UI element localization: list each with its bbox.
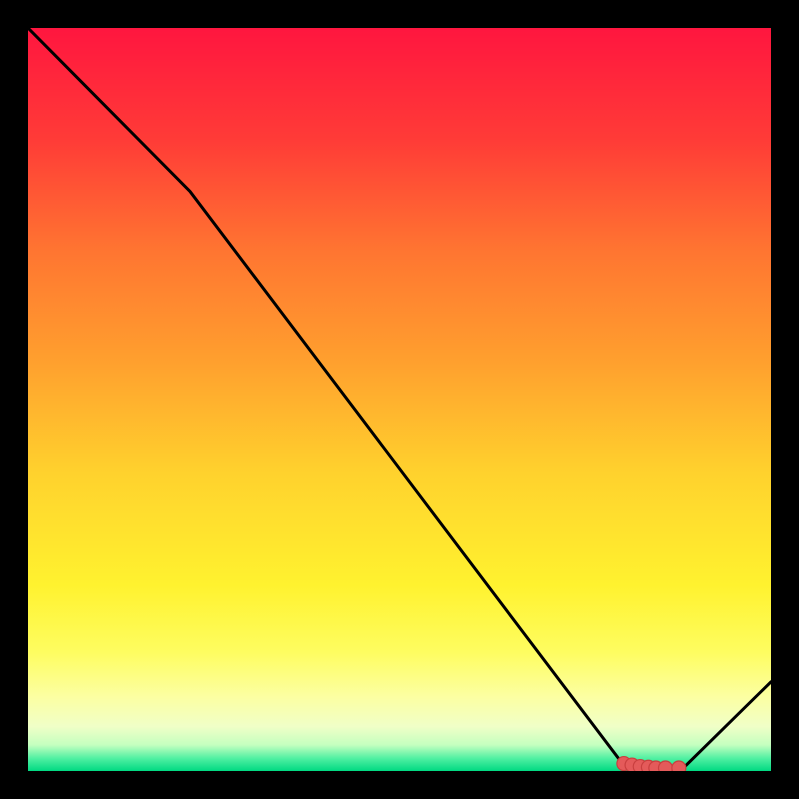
minimum-markers: [617, 757, 686, 771]
marker-point: [672, 761, 686, 771]
watermark-text: TheBottleneck.com: [604, 4, 792, 30]
marker-point: [658, 761, 672, 771]
plot-area: [28, 28, 771, 771]
data-line-layer: [28, 28, 771, 771]
chart-container: TheBottleneck.com: [0, 0, 800, 800]
data-line: [28, 28, 771, 768]
